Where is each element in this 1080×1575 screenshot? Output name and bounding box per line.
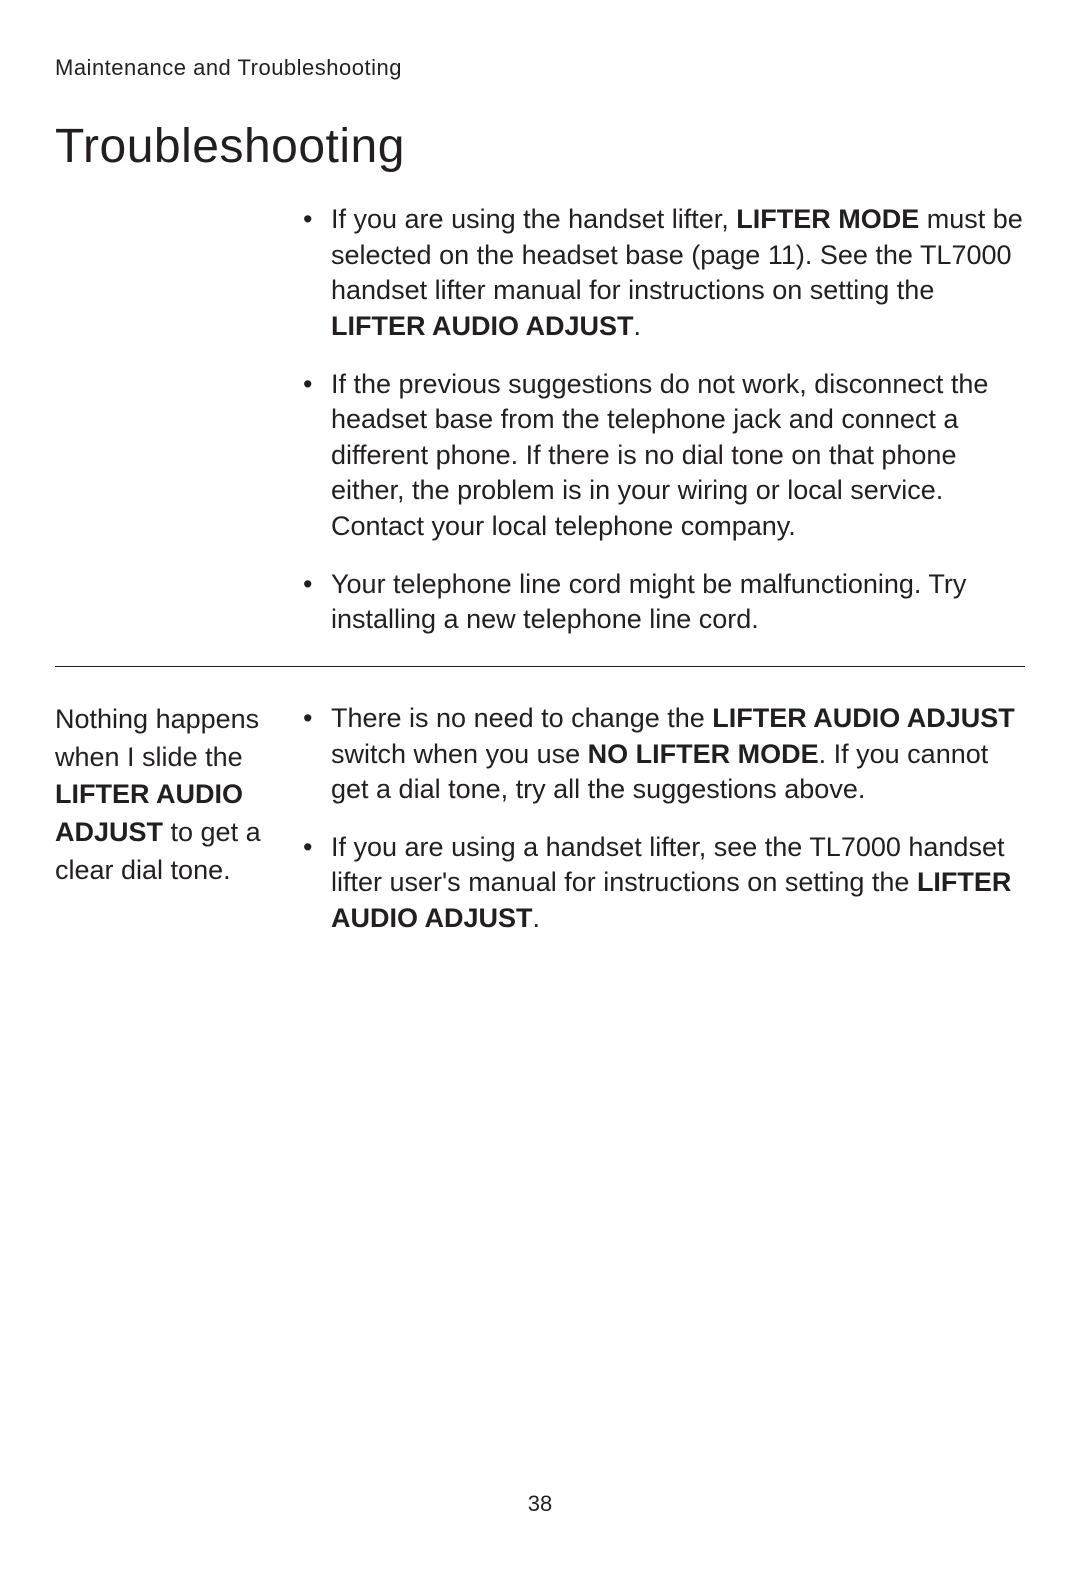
solutions-cell: If you are using the handset lifter, LIF… [285, 202, 1025, 638]
troubleshoot-row: Nothing happens when I slide the LIFTER … [55, 701, 1025, 965]
solution-item: If the previous suggestions do not work,… [331, 367, 1025, 545]
solutions-list: There is no need to change the LIFTER AU… [285, 701, 1025, 937]
troubleshoot-row: If you are using the handset lifter, LIF… [55, 202, 1025, 667]
page-title: Troubleshooting [55, 119, 1025, 174]
solution-item: Your telephone line cord might be malfun… [331, 567, 1025, 638]
page-number: 38 [0, 1491, 1080, 1517]
solution-item: If you are using a handset lifter, see t… [331, 830, 1025, 937]
issue-cell: Nothing happens when I slide the LIFTER … [55, 701, 285, 890]
document-page: Maintenance and Troubleshooting Troubles… [0, 0, 1080, 965]
solutions-list: If you are using the handset lifter, LIF… [285, 202, 1025, 638]
running-head: Maintenance and Troubleshooting [55, 55, 1025, 81]
solution-item: If you are using the handset lifter, LIF… [331, 202, 1025, 345]
solutions-cell: There is no need to change the LIFTER AU… [285, 701, 1025, 937]
solution-item: There is no need to change the LIFTER AU… [331, 701, 1025, 808]
